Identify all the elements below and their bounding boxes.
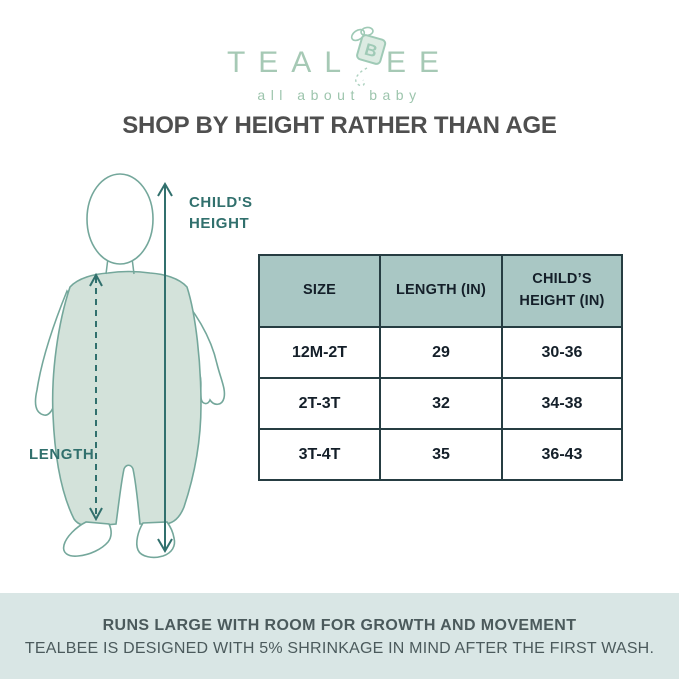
table-row: 2T-3T 32 34-38: [258, 377, 623, 430]
table-row: 12M-2T 29 30-36: [258, 326, 623, 379]
bee-trail: [355, 67, 368, 87]
table-header-row: SIZE LENGTH (IN) CHILD’S HEIGHT (IN): [258, 254, 623, 328]
bee-body: [356, 34, 387, 65]
brand-name: TEAL B EE: [0, 26, 679, 87]
cell-height: 34-38: [501, 377, 623, 430]
footer-line2: TEALBEE IS DESIGNED WITH 5% SHRINKAGE IN…: [24, 639, 655, 657]
baby-left-foot: [62, 521, 112, 557]
brand-logo: TEAL B EE all about baby: [0, 26, 679, 103]
length-label: LENGTH: [29, 446, 95, 463]
cell-length: 32: [379, 377, 503, 430]
bee-letter: B: [362, 40, 379, 62]
column-header-length: LENGTH (IN): [379, 254, 503, 328]
baby-romper: [51, 270, 202, 528]
baby-measurement-diagram: [20, 165, 240, 565]
cell-size: 12M-2T: [258, 326, 381, 379]
cell-length: 29: [379, 326, 503, 379]
height-arrow: [157, 182, 173, 553]
cell-height: 36-43: [501, 428, 623, 481]
child-height-label: CHILD'S HEIGHT: [189, 192, 253, 234]
bee-wing-left: [350, 28, 366, 42]
column-header-size: SIZE: [258, 254, 381, 328]
baby-right-foot: [136, 521, 176, 559]
footer-line1: RUNS LARGE WITH ROOM FOR GROWTH AND MOVE…: [102, 616, 577, 634]
cell-size: 3T-4T: [258, 428, 381, 481]
brand-name-left: TEAL: [226, 46, 354, 79]
cell-size: 2T-3T: [258, 377, 381, 430]
child-height-label-line2: HEIGHT: [189, 215, 250, 232]
brand-name-right: EE: [386, 46, 453, 79]
footer-note: RUNS LARGE WITH ROOM FOR GROWTH AND MOVE…: [0, 593, 679, 679]
cell-height: 30-36: [501, 326, 623, 379]
brand-tagline: all about baby: [257, 87, 422, 103]
size-table: SIZE LENGTH (IN) CHILD’S HEIGHT (IN) 12M…: [258, 254, 623, 481]
length-arrow: [89, 272, 103, 522]
table-row: 3T-4T 35 36-43: [258, 428, 623, 481]
bee-icon: B: [348, 26, 390, 87]
cell-length: 35: [379, 428, 503, 481]
column-header-child-height: CHILD’S HEIGHT (IN): [501, 254, 623, 328]
child-height-label-line1: CHILD'S: [189, 194, 253, 211]
baby-head: [86, 173, 154, 265]
page-title: SHOP BY HEIGHT RATHER THAN AGE: [122, 112, 557, 139]
